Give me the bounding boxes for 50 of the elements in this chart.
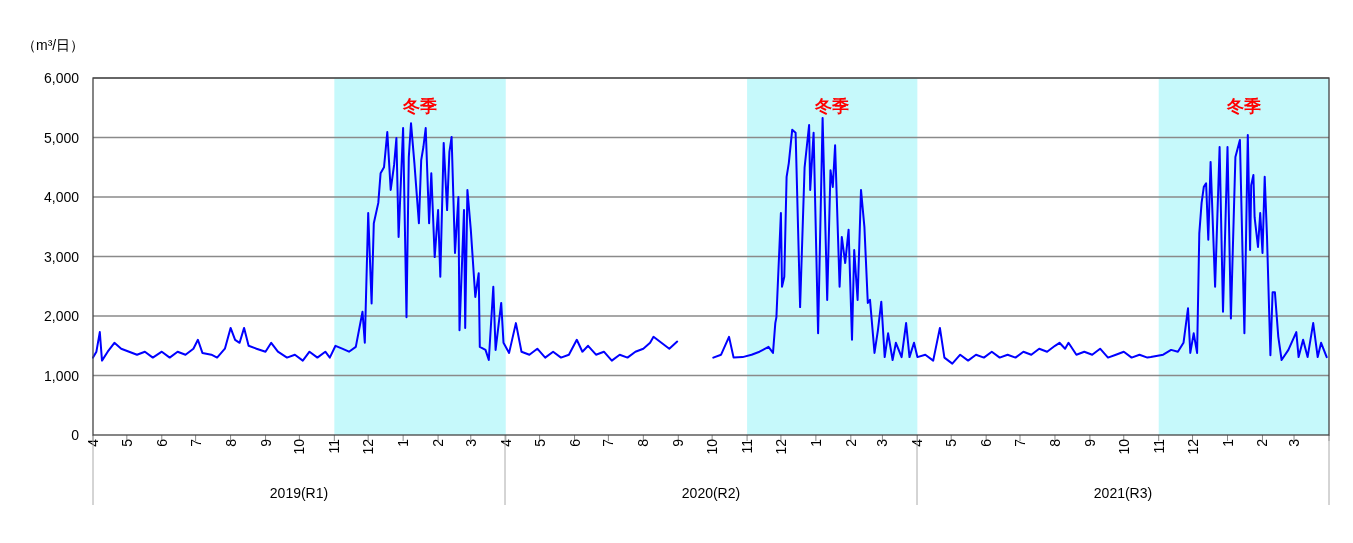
- text: 2021(R3): [1093, 485, 1153, 501]
- x-tick-label: 1: [807, 438, 824, 447]
- x-tick-label: 9: [670, 438, 687, 447]
- band-label: 冬季: [814, 97, 850, 116]
- x-tick-label: 1: [1219, 438, 1236, 447]
- y-axis-title: （m³/日）: [22, 37, 85, 53]
- x-tick-label: 11: [1150, 438, 1167, 454]
- y-tick-label: 3,000: [43, 248, 80, 265]
- y-tick-label: 5,000: [43, 129, 80, 146]
- text: 2019(R1): [269, 485, 329, 501]
- x-tick-label: 3: [462, 438, 479, 447]
- y-tick-label: 1,000: [43, 367, 80, 384]
- x-tick-label: 10: [1115, 438, 1132, 455]
- x-tick-label: 12: [360, 438, 377, 455]
- x-tick-label: 3: [1286, 438, 1303, 447]
- x-tick-label: 11: [326, 438, 343, 454]
- x-tick-label: 6: [566, 438, 583, 447]
- x-tick-label: 4: [85, 438, 101, 447]
- y-tick-label: 2,000: [43, 308, 80, 324]
- x-tick-label: 9: [257, 438, 274, 447]
- band-label: 冬季: [1225, 97, 1261, 116]
- x-tick-label: 10: [291, 438, 308, 455]
- x-tick-label: 2: [1254, 438, 1271, 447]
- x-tick-label: 3: [874, 438, 891, 447]
- x-tick-label: 4: [909, 438, 926, 447]
- x-tick-label: 6: [978, 438, 995, 447]
- x-tick-label: 12: [1184, 438, 1201, 455]
- y-tick-label: 0: [71, 427, 80, 443]
- x-tick-label: 5: [943, 438, 960, 447]
- x-tick-label: 7: [187, 438, 204, 447]
- x-tick-label: 8: [1046, 438, 1063, 447]
- x-tick-label: 10: [704, 438, 721, 455]
- y-tick-label: 6,000: [43, 70, 80, 86]
- x-tick-label: 8: [222, 438, 239, 447]
- x-tick-label: 6: [153, 438, 170, 447]
- x-tick-label: 11: [739, 438, 756, 454]
- text: 2020(R2): [681, 485, 741, 501]
- band-label: 冬季: [402, 97, 438, 116]
- x-tick-label: 7: [600, 438, 617, 447]
- x-tick-label: 7: [1012, 438, 1028, 447]
- x-tick-label: 12: [772, 438, 789, 455]
- x-tick-label: 8: [635, 438, 652, 447]
- x-tick-label: 5: [118, 438, 135, 447]
- x-tick-label: 9: [1081, 438, 1098, 447]
- x-tick-label: 4: [497, 438, 514, 447]
- y-tick-label: 4,000: [43, 189, 80, 205]
- x-tick-label: 1: [395, 438, 412, 447]
- x-tick-label: 2: [842, 438, 859, 447]
- x-tick-label: 2: [430, 438, 447, 447]
- x-tick-label: 5: [531, 438, 548, 447]
